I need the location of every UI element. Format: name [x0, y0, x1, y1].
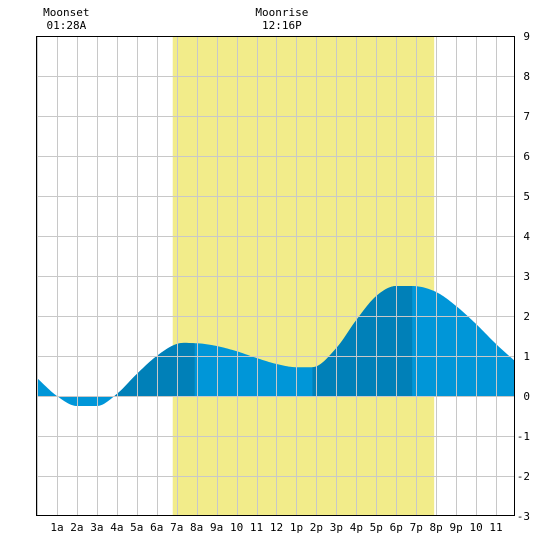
x-tick-label: 10 — [230, 521, 243, 534]
annotation-event: Moonrise — [255, 6, 308, 19]
y-tick-label: 8 — [523, 70, 530, 83]
x-tick-label: 1a — [50, 521, 63, 534]
x-tick-label: 4p — [350, 521, 363, 534]
x-tick-label: 2p — [310, 521, 323, 534]
x-tick-label: 8a — [190, 521, 203, 534]
y-tick-label: 0 — [523, 390, 530, 403]
x-tick-label: 6p — [390, 521, 403, 534]
x-tick-label: 1p — [290, 521, 303, 534]
x-tick-label: 9a — [210, 521, 223, 534]
x-tick-label: 12 — [270, 521, 283, 534]
annotation-event: Moonset — [43, 6, 89, 19]
y-tick-label: 9 — [523, 30, 530, 43]
y-tick-label: 1 — [523, 350, 530, 363]
annotation-time: 12:16P — [262, 19, 302, 32]
y-tick-label: 6 — [523, 150, 530, 163]
y-tick-label: 4 — [523, 230, 530, 243]
y-tick-label: 7 — [523, 110, 530, 123]
y-tick-label: -3 — [517, 510, 530, 523]
x-tick-label: 11 — [489, 521, 502, 534]
x-tick-label: 10 — [469, 521, 482, 534]
annotation-time: 01:28A — [46, 19, 86, 32]
x-tick-label: 3p — [330, 521, 343, 534]
x-tick-label: 4a — [110, 521, 123, 534]
y-tick-label: -1 — [517, 430, 530, 443]
x-tick-label: 7p — [410, 521, 423, 534]
x-tick-label: 5a — [130, 521, 143, 534]
y-tick-label: 3 — [523, 270, 530, 283]
y-tick-label: 5 — [523, 190, 530, 203]
tide-rising-shade-0 — [114, 342, 195, 396]
x-tick-label: 7a — [170, 521, 183, 534]
tide-rising-shade-1 — [312, 286, 413, 396]
x-tick-label: 5p — [370, 521, 383, 534]
x-tick-label: 9p — [449, 521, 462, 534]
x-tick-label: 3a — [90, 521, 103, 534]
plot-frame — [36, 36, 515, 516]
x-tick-label: 11 — [250, 521, 263, 534]
y-tick-label: 2 — [523, 310, 530, 323]
x-tick-label: 6a — [150, 521, 163, 534]
x-tick-label: 2a — [70, 521, 83, 534]
x-tick-label: 8p — [430, 521, 443, 534]
y-tick-label: -2 — [517, 470, 530, 483]
